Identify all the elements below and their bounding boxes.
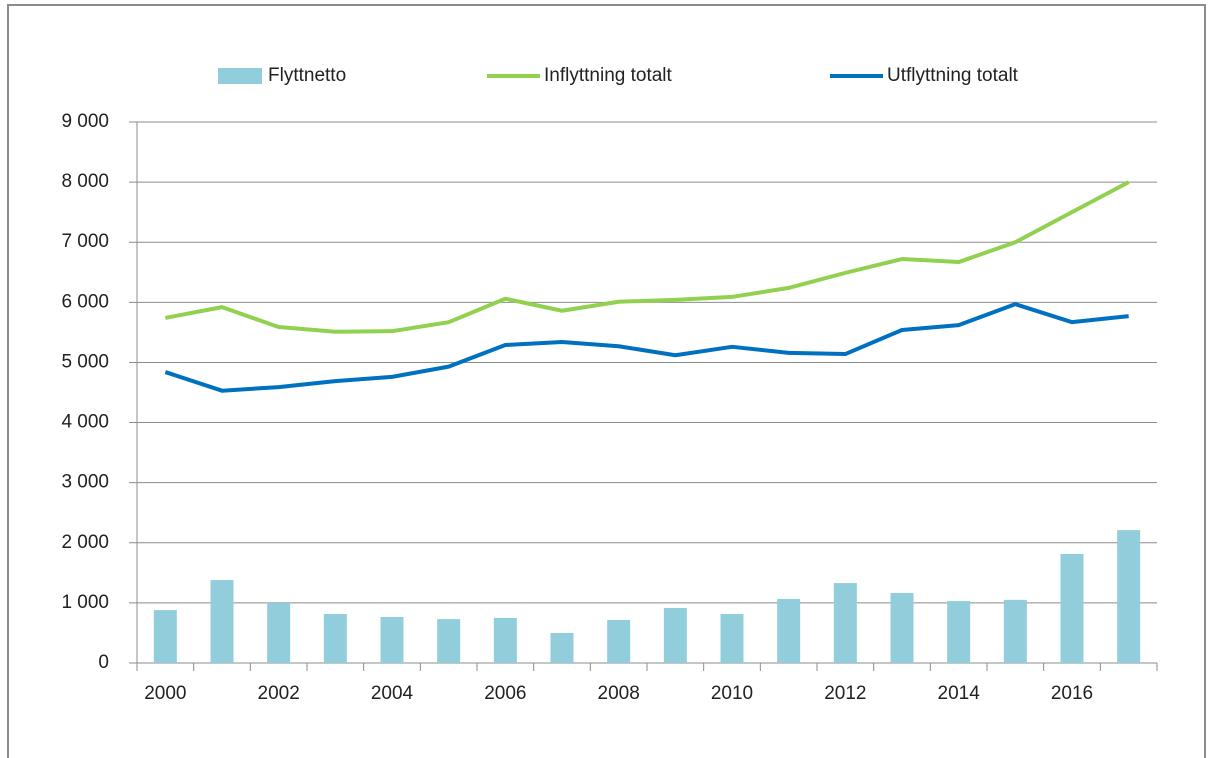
y-tick-label: 0 (98, 652, 109, 673)
x-tick-label: 2014 (938, 683, 981, 704)
line (164, 180, 1130, 334)
bar (210, 580, 234, 663)
y-tick-label: 3 000 (61, 472, 109, 493)
y-tick-label: 1 000 (61, 592, 109, 613)
y-tick-label: 7 000 (61, 231, 109, 252)
x-tick-label: 2004 (371, 683, 414, 704)
bar (380, 617, 404, 663)
y-tick-label: 8 000 (61, 171, 109, 192)
bar (663, 607, 687, 663)
bar (323, 614, 347, 663)
bar (777, 598, 801, 663)
bar (833, 583, 857, 663)
x-tick-label: 2006 (484, 683, 526, 704)
y-tick-label: 4 000 (61, 412, 109, 433)
y-tick-label: 6 000 (61, 291, 109, 312)
x-tick-label: 2012 (824, 683, 866, 704)
bar (947, 601, 971, 663)
y-tick-label: 9 000 (61, 111, 109, 132)
bar (607, 620, 631, 663)
bar (267, 602, 291, 663)
x-tick-label: 2008 (598, 683, 640, 704)
bar (1117, 530, 1141, 663)
bar (153, 610, 177, 663)
x-tick-label: 2000 (144, 683, 186, 704)
line (164, 302, 1129, 393)
x-tick-label: 2010 (711, 683, 753, 704)
bar (720, 614, 744, 663)
y-tick-label: 2 000 (61, 532, 109, 553)
y-tick-label: 5 000 (61, 351, 109, 372)
x-tick-label: 2016 (1051, 683, 1093, 704)
legend-label: Utflyttning totalt (887, 65, 1019, 86)
x-tick-label: 2002 (258, 683, 300, 704)
legend-label: Flyttnetto (268, 65, 346, 86)
legend-label: Inflyttning totalt (544, 65, 673, 86)
chart-frame (7, 4, 1206, 758)
bar (1060, 553, 1084, 663)
legend-swatch (218, 68, 262, 84)
bar (550, 632, 574, 663)
bar (437, 619, 461, 663)
bar (890, 592, 914, 663)
bar (493, 617, 517, 663)
bar (1003, 599, 1027, 663)
